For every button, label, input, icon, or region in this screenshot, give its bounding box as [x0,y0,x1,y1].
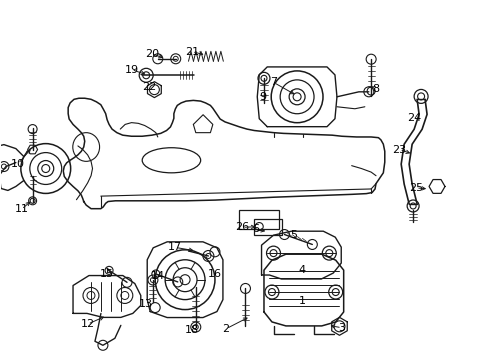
Text: 3: 3 [338,323,345,333]
Text: 15: 15 [100,269,114,279]
Text: 11: 11 [14,204,28,215]
Text: 9: 9 [259,92,266,102]
Text: 25: 25 [408,183,422,193]
Text: 4: 4 [298,265,305,275]
Text: 21: 21 [184,46,199,57]
Text: 6: 6 [252,225,259,234]
Text: 7: 7 [269,77,277,87]
Text: 10: 10 [11,159,25,169]
Text: 5: 5 [289,230,296,239]
Text: 23: 23 [391,144,406,154]
Bar [254,219,282,234]
Text: 19: 19 [124,64,138,75]
Text: 22: 22 [142,82,156,93]
Text: 20: 20 [144,49,159,59]
Text: 14: 14 [150,271,164,281]
Text: 16: 16 [208,269,222,279]
Text: 18: 18 [184,325,199,335]
Text: 24: 24 [406,113,420,123]
Text: 12: 12 [81,319,95,329]
Text: 1: 1 [298,296,305,306]
Text: 17: 17 [168,242,182,252]
Bar [238,210,278,229]
Text: 26: 26 [235,222,248,232]
Text: 2: 2 [222,324,229,334]
Text: 13: 13 [139,299,153,309]
Text: 8: 8 [372,84,379,94]
